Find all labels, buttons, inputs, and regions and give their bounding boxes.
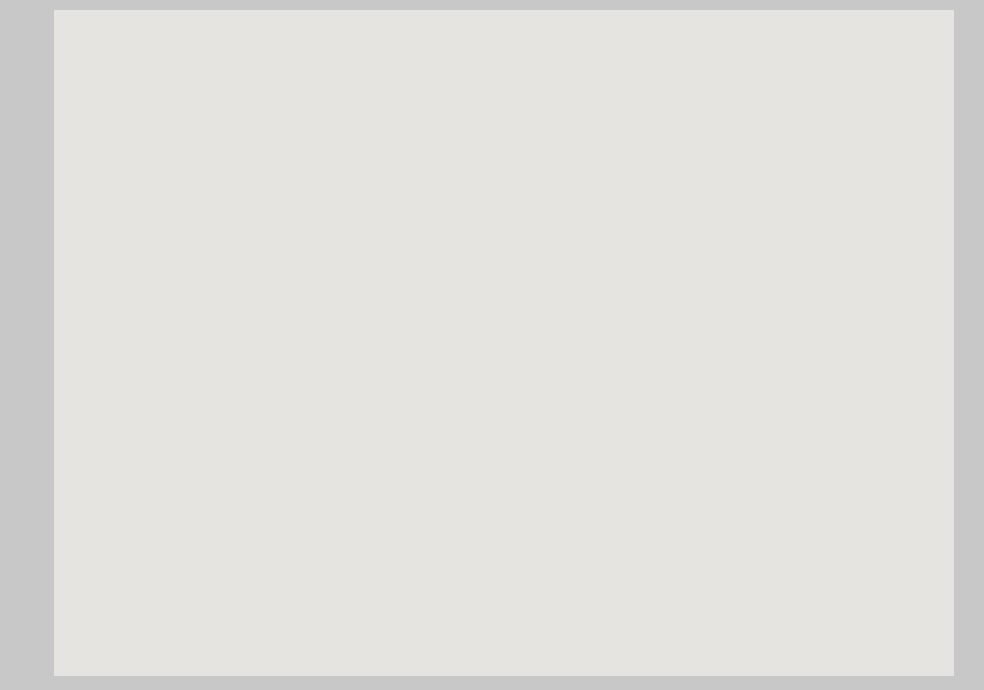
Text: = 8.85 x 10: = 8.85 x 10 [352, 180, 462, 198]
Text: b) 5.31 x 10: b) 5.31 x 10 [94, 294, 208, 312]
Text: A parallel plate capacitor has an area A = 4.0 x 10: A parallel plate capacitor has an area A… [94, 63, 591, 81]
Text: −12: −12 [207, 417, 233, 430]
Text: F: F [233, 438, 249, 456]
Text: −12: −12 [208, 368, 234, 382]
Text: F: F [231, 342, 247, 360]
Text: d) 3.98 x 10: d) 3.98 x 10 [94, 390, 208, 408]
Text: F: F [234, 390, 250, 408]
Text: d: d [139, 638, 152, 657]
Text: e: e [139, 595, 151, 613]
Text: −12: −12 [206, 321, 231, 334]
Text: −12: −12 [207, 224, 233, 237]
Text: −4: −4 [591, 41, 610, 55]
Text: e) 4.13 x 10: e) 4.13 x 10 [94, 438, 207, 456]
Text: C²/N. m²: C²/N. m² [489, 180, 573, 198]
Text: c) 4.72 x 10: c) 4.72 x 10 [94, 342, 206, 360]
Text: f) 1.77 x 10: f) 1.77 x 10 [94, 486, 203, 504]
Text: o: o [344, 201, 352, 214]
Text: d = 1 mm. Its capacitance C is: d = 1 mm. Its capacitance C is [94, 117, 381, 135]
Text: F: F [233, 246, 249, 264]
Text: −12: −12 [208, 273, 234, 286]
Text: −12: −12 [462, 159, 489, 172]
Text: a: a [139, 550, 151, 568]
Text: Hint: space permittivity ε: Hint: space permittivity ε [94, 180, 344, 198]
Text: m² and a plate separation: m² and a plate separation [610, 63, 864, 81]
Text: a) 3.54 x 10: a) 3.54 x 10 [94, 246, 207, 264]
Text: −12: −12 [203, 465, 228, 477]
Text: F: F [234, 294, 250, 312]
Text: F.: F. [228, 486, 249, 504]
